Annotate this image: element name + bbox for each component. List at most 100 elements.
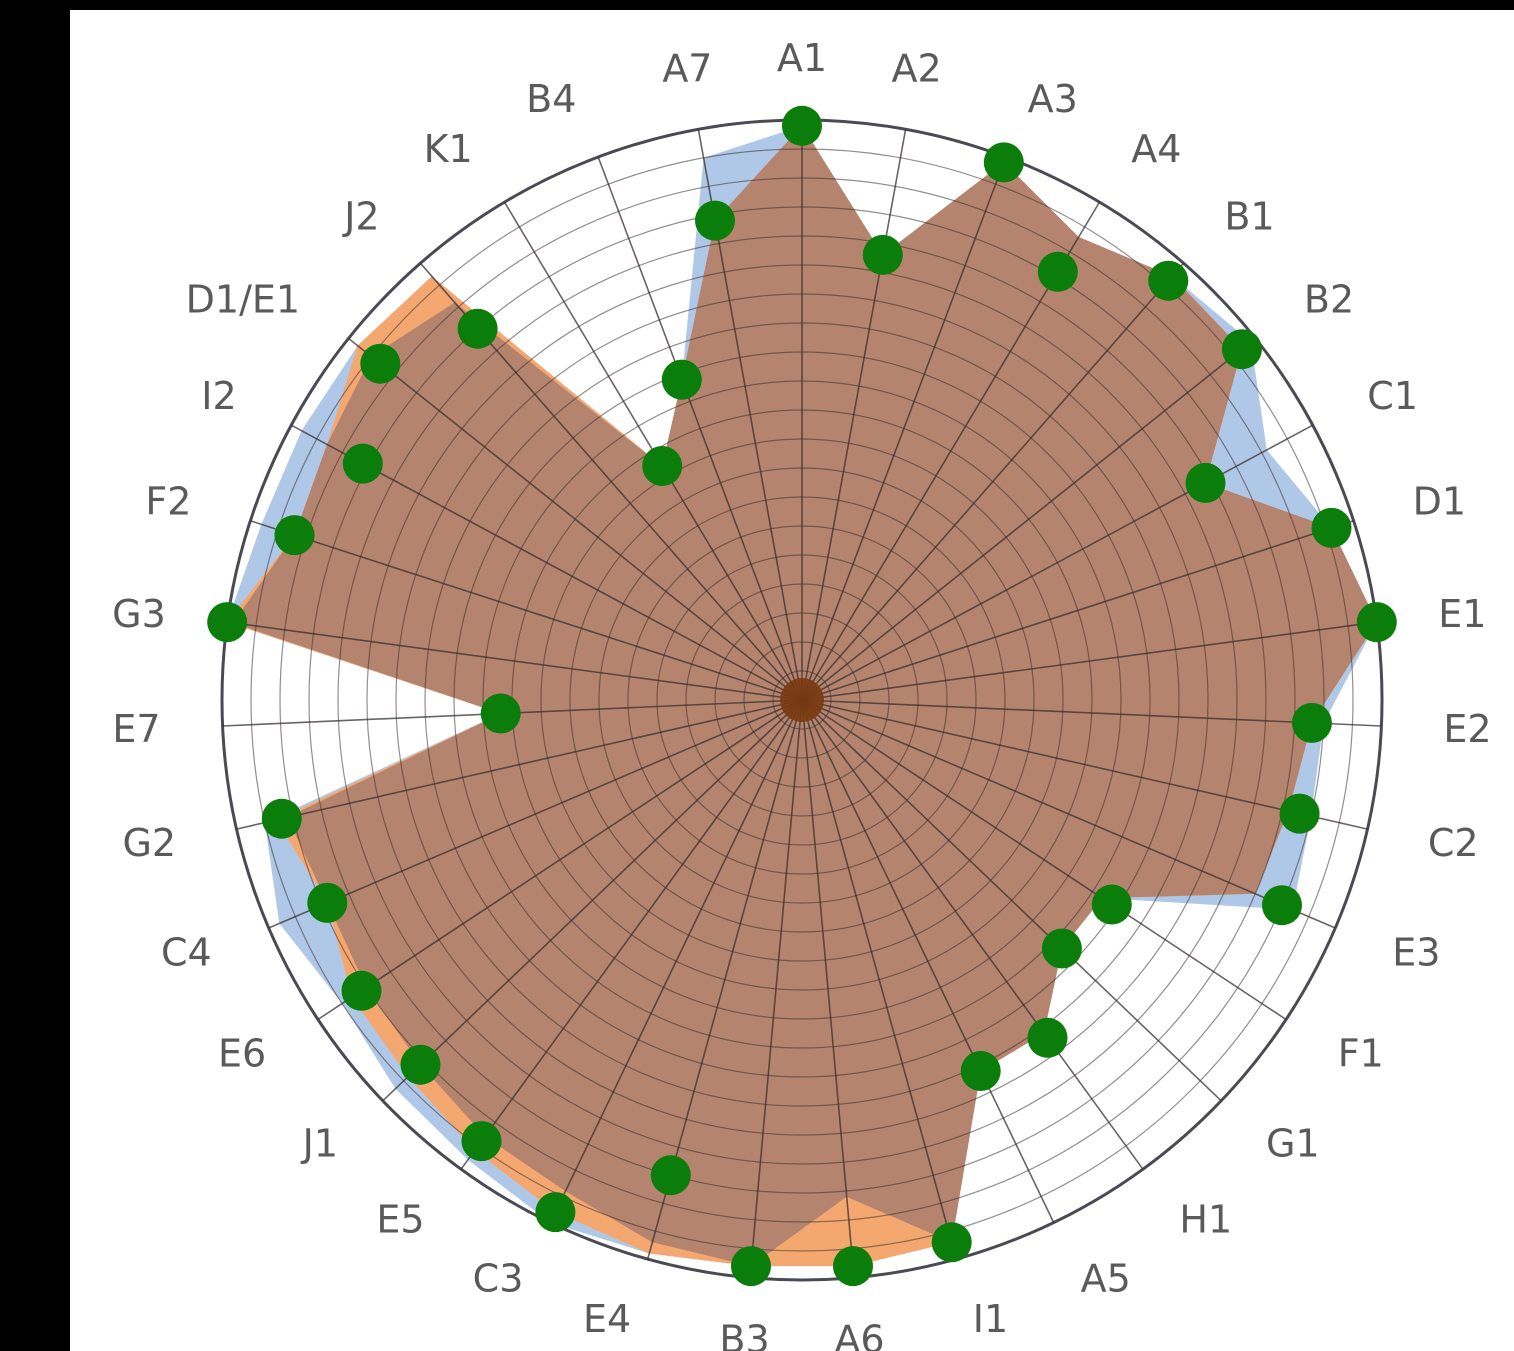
data-point-A6 <box>833 1246 873 1287</box>
category-label: E4 <box>583 1297 631 1341</box>
spoke <box>801 129 907 701</box>
spoke <box>801 699 1336 929</box>
spoke <box>749 699 803 1278</box>
points-layer <box>207 105 1397 1287</box>
category-label: B4 <box>526 77 576 121</box>
data-point-D1/E1 <box>360 343 401 384</box>
category-label: A4 <box>1131 127 1181 171</box>
spoke <box>227 621 803 701</box>
data-point-E4 <box>650 1155 691 1196</box>
data-point-J1 <box>400 1044 441 1085</box>
category-label: A3 <box>1028 77 1078 121</box>
category-label: A5 <box>1081 1256 1131 1300</box>
category-label: E6 <box>218 1032 266 1076</box>
category-label: C2 <box>1428 821 1479 865</box>
data-point-I2 <box>342 443 383 484</box>
spoke <box>801 699 1055 1223</box>
data-point-E3 <box>1262 885 1302 926</box>
category-label: C4 <box>161 930 212 974</box>
category-label: A6 <box>834 1317 884 1351</box>
spoke <box>801 337 1256 701</box>
spoke <box>250 520 803 701</box>
data-point-H1 <box>1027 1017 1068 1058</box>
chart-panel: A1 A2 A3 A4 B1 B2 C1 D1 E1 E2 C2 E3 F1 G1 H1 A5 I1 A6 B3 E4… <box>70 10 1514 1351</box>
data-point-B4 <box>661 359 702 400</box>
spoke <box>801 699 1368 830</box>
data-point-D1 <box>1311 507 1352 548</box>
center-dot <box>780 678 824 722</box>
data-point-C4 <box>307 882 348 923</box>
spoke <box>597 156 803 701</box>
data-point-B2 <box>1221 329 1262 370</box>
area-layer <box>227 125 1377 1267</box>
category-label: B3 <box>719 1317 769 1351</box>
data-point-A3 <box>983 142 1024 183</box>
data-point-A2 <box>862 234 903 275</box>
data-point-E1 <box>1356 602 1397 643</box>
data-point-K1 <box>642 446 683 486</box>
data-point-C3 <box>535 1192 576 1233</box>
category-label: G1 <box>1266 1122 1320 1166</box>
spoke <box>801 262 1185 701</box>
radar-chart: A1 A2 A3 A4 B1 B2 C1 D1 E1 E2 C2 E3 F1 G1 H1 A5 I1 A6 B3 E4… <box>112 36 1491 1351</box>
category-label: F1 <box>1338 1032 1384 1076</box>
data-point-A4 <box>1037 251 1078 292</box>
category-label: C1 <box>1367 374 1418 418</box>
category-label: E5 <box>376 1197 424 1241</box>
spoke <box>317 699 803 1021</box>
spoke <box>549 699 803 1223</box>
category-label: F2 <box>145 480 191 524</box>
data-point-F2 <box>274 515 315 556</box>
data-point-A1 <box>782 105 822 146</box>
category-label: A1 <box>777 36 827 80</box>
category-label: D1/E1 <box>186 278 300 322</box>
spoke <box>801 156 1007 701</box>
spoke <box>801 699 1222 1102</box>
category-label: G2 <box>122 821 176 865</box>
category-label: H1 <box>1179 1197 1232 1241</box>
data-point-E7 <box>480 693 521 734</box>
category-label: K1 <box>424 127 473 171</box>
data-point-C2 <box>1279 793 1320 834</box>
category-labels: A1 A2 A3 A4 B1 B2 C1 D1 E1 E2 C2 E3 F1 G1 H1 A5 I1 A6 B3 E4… <box>112 36 1491 1351</box>
category-label: A2 <box>892 46 942 90</box>
category-label: C3 <box>473 1256 524 1300</box>
spoke <box>801 520 1354 701</box>
spoke <box>801 699 1287 1021</box>
spoke <box>460 699 803 1170</box>
data-point-G3 <box>207 602 248 643</box>
category-label: J2 <box>342 195 379 239</box>
category-label: A7 <box>662 46 712 90</box>
spoke <box>801 424 1314 701</box>
category-label: I2 <box>201 374 236 418</box>
category-label: E3 <box>1392 930 1440 974</box>
spoke <box>382 699 803 1102</box>
spoke <box>801 699 855 1278</box>
data-point-E5 <box>461 1121 502 1162</box>
data-point-B3 <box>731 1246 771 1287</box>
category-label: I1 <box>973 1297 1008 1341</box>
data-point-G1 <box>1041 928 1082 969</box>
data-point-F1 <box>1091 884 1132 925</box>
data-point-E6 <box>341 970 382 1011</box>
category-label: E7 <box>112 707 160 751</box>
category-label: B2 <box>1304 278 1354 322</box>
data-point-A5 <box>960 1051 1001 1091</box>
category-label: B1 <box>1224 195 1274 239</box>
category-label: E2 <box>1443 707 1491 751</box>
spoke <box>801 699 1382 727</box>
data-point-E2 <box>1291 702 1332 743</box>
grid-layer <box>220 118 1384 1282</box>
data-point-C1 <box>1185 462 1226 503</box>
spoke <box>268 699 803 929</box>
data-point-J2 <box>457 308 498 349</box>
spoke <box>801 699 958 1260</box>
category-label: E1 <box>1438 592 1486 636</box>
spoke <box>236 699 803 830</box>
data-point-B1 <box>1148 260 1189 301</box>
category-label: J1 <box>301 1122 338 1166</box>
spoke <box>801 699 1144 1170</box>
spoke <box>348 337 803 701</box>
category-label: G3 <box>112 592 166 636</box>
data-point-G2 <box>261 798 302 839</box>
